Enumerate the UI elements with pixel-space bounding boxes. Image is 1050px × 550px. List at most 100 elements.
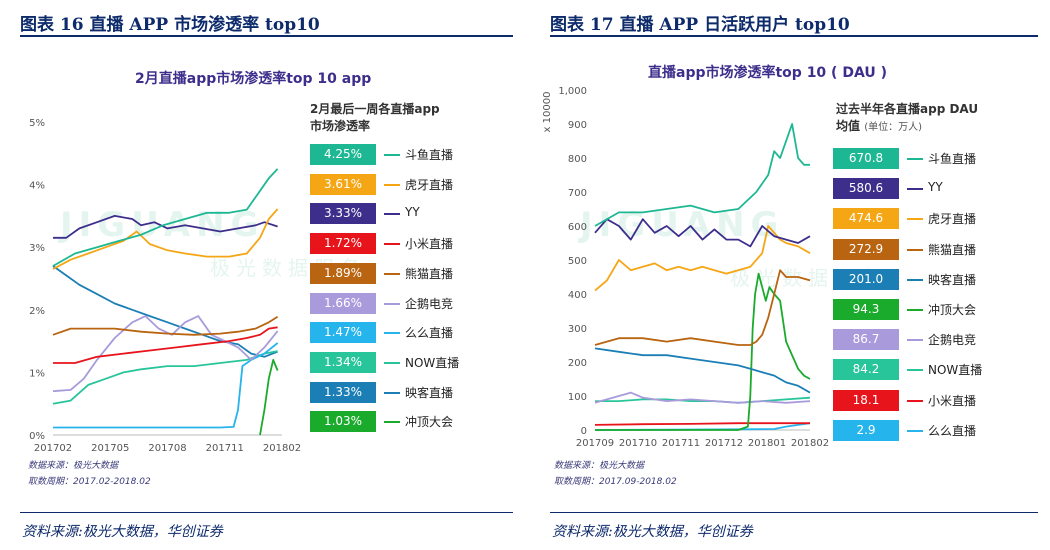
y-tick-label: 0% [29, 431, 45, 442]
data-source-line2: 取数周期：2017.02-2018.02 [28, 477, 151, 487]
legend-series-name: NOW直播 [405, 355, 460, 370]
legend-swatch-line [384, 272, 400, 275]
legend-series-name: 虎牙直播 [405, 177, 454, 192]
legend-value-box: 94.3 [833, 299, 899, 320]
legend-series-name: 熊猫直播 [405, 266, 454, 281]
legend-value-box: 1.33% [310, 381, 376, 403]
x-tick-label: 201708 [148, 443, 186, 454]
legend-title-line1: 2月最后一周各直播app [310, 102, 440, 116]
legend-series-name: 斗鱼直播 [405, 148, 454, 162]
legend-swatch-line [384, 243, 400, 246]
legend-value-box: 18.1 [833, 389, 899, 411]
series-line [594, 123, 810, 227]
series-line [594, 218, 811, 248]
legend-value-box: 670.8 [833, 148, 899, 169]
y-tick-label: 900 [568, 120, 587, 131]
y-tick-label: 400 [568, 290, 587, 301]
data-source: 数据来源：极光大数据 取数周期：2017.02-2018.02 [28, 458, 151, 490]
legend-value-box: 3.33% [310, 203, 376, 225]
legend-value-box: 1.34% [310, 351, 376, 373]
title-rule [550, 35, 1038, 37]
legend-value-box: 84.2 [833, 359, 899, 381]
chart-title: 2月直播app市场渗透率top 10 app [135, 71, 372, 87]
legend-series-name: 小米直播 [405, 237, 454, 252]
y-tick-label: 300 [568, 324, 587, 335]
legend-value-box: 580.6 [833, 178, 899, 200]
legend-series-name: YY [405, 205, 420, 220]
bottom-rule [20, 512, 513, 513]
y-axis-unit-label: x 10000 [542, 92, 553, 133]
legend-swatch-line [384, 332, 400, 335]
y-tick-label: 5% [29, 118, 45, 129]
legend-title-line2-text: 均值 [836, 119, 861, 133]
legend-series-name: 熊猫直播 [928, 242, 977, 257]
chart-title: 直播app市场渗透率top 10 ( DAU ) [648, 65, 887, 81]
legend-swatch-line [384, 391, 400, 394]
y-tick-label: 2% [29, 306, 45, 317]
legend-title: 过去半年各直播app DAU 均值 (单位：万人) [836, 101, 978, 136]
x-tick-label: 201709 [576, 438, 614, 449]
legend-swatch-line [907, 429, 923, 432]
legend-value-box: 3.61% [310, 173, 376, 195]
data-source: 数据来源：极光大数据 取数周期：2017.09-2018.02 [554, 458, 677, 490]
data-source-line1: 数据来源：极光大数据 [554, 461, 645, 471]
x-tick-label: 201802 [791, 438, 829, 449]
legend-series-name: 企鹅电竞 [405, 296, 454, 311]
x-tick-label: 201710 [619, 438, 657, 449]
series-line [594, 391, 811, 404]
legend-series-name: 冲顶大会 [928, 303, 977, 317]
legend-value-box: 1.47% [310, 322, 376, 344]
series-line [52, 315, 279, 336]
x-tick-label: 201711 [206, 443, 244, 454]
y-tick-label: 4% [29, 181, 45, 192]
figure-title: 图表 17 直播 APP 日活跃用户 top10 [550, 15, 850, 35]
panel-dau: 图表 17 直播 APP 日活跃用户 top10 JIGUANG 极光数据服务 … [530, 0, 1050, 550]
legend-swatch-line [384, 183, 400, 186]
legend-unit: (单位：万人) [864, 122, 923, 133]
legend-value-box: 2.9 [833, 419, 899, 441]
legend-value-box: 272.9 [833, 238, 899, 260]
series-line [52, 168, 279, 267]
legend-swatch-line [384, 302, 400, 305]
series-line [594, 347, 811, 394]
legend-value-box: 1.89% [310, 262, 376, 284]
x-tick-label: 201801 [748, 438, 786, 449]
footer-source: 资料来源:极光大数据，华创证券 [552, 524, 753, 540]
legend-swatch-line [384, 361, 400, 364]
y-tick-label: 1% [29, 368, 45, 379]
legend-value-box: 4.25% [310, 144, 376, 165]
series-line [53, 342, 279, 429]
x-tick-label: 201711 [662, 438, 700, 449]
series-line [53, 215, 278, 239]
legend-series-name: 映客直播 [928, 272, 977, 287]
legend-swatch-line [907, 158, 923, 160]
data-source-line1: 数据来源：极光大数据 [28, 461, 119, 471]
x-tick-label: 201705 [91, 443, 129, 454]
legend-title-line2: 均值 (单位：万人) [836, 118, 978, 136]
series-line [594, 422, 810, 426]
legend-series-name: YY [928, 180, 943, 195]
legend-series-name: NOW直播 [928, 363, 983, 378]
y-tick-label: 100 [568, 392, 587, 403]
legend-swatch-line [384, 213, 400, 216]
series-line [259, 359, 279, 436]
legend-series-name: 虎牙直播 [928, 212, 977, 227]
legend-swatch-line [907, 188, 923, 191]
series-line [52, 208, 279, 270]
x-tick-label: 201802 [263, 443, 301, 454]
legend-swatch-line [907, 278, 923, 281]
legend-title-line1: 过去半年各直播app DAU [836, 102, 979, 116]
series-line [53, 326, 278, 364]
legend-swatch-line [907, 339, 923, 342]
legend-series-name: 斗鱼直播 [928, 152, 977, 166]
series-line [52, 265, 278, 358]
legend-swatch-line [384, 421, 400, 424]
legend-value-box: 86.7 [833, 329, 899, 351]
y-tick-label: 3% [29, 243, 45, 254]
y-tick-label: 1,000 [558, 86, 587, 97]
penetration-line-chart: 0% 1% 2% 3% 4% 5% 201702 201705 201708 201711 2018… [29, 118, 301, 454]
legend-title-line2: 市场渗透率 [310, 119, 371, 133]
series-line [594, 269, 811, 346]
legend-series-name: 企鹅电竞 [928, 333, 977, 348]
title-rule [20, 35, 513, 37]
